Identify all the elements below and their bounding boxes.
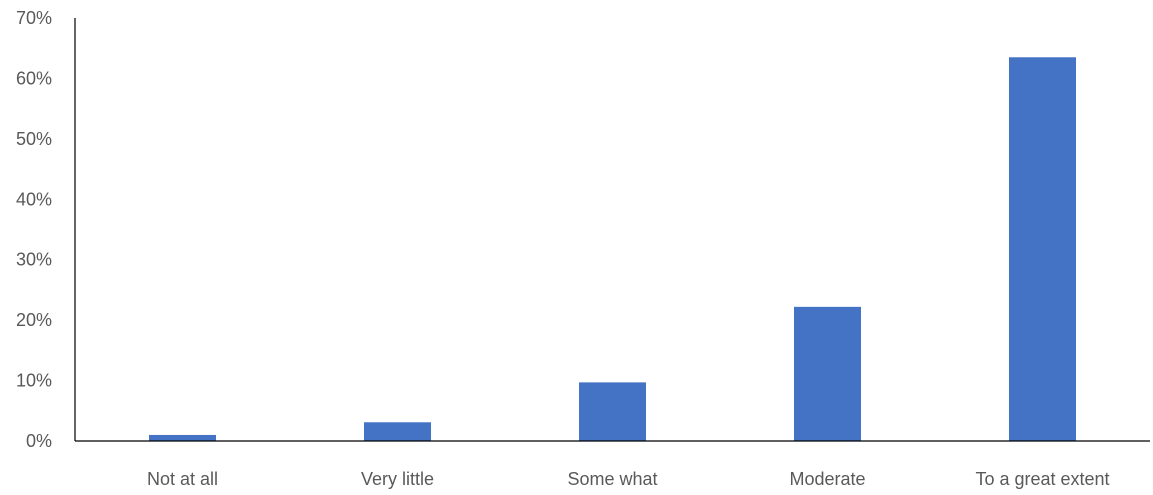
y-tick-label: 30% <box>16 250 52 270</box>
bar <box>579 382 646 441</box>
x-tick-label: Moderate <box>789 469 865 489</box>
y-tick-label: 50% <box>16 129 52 149</box>
x-tick-label: Some what <box>567 469 657 489</box>
y-tick-label: 60% <box>16 68 52 88</box>
bar <box>149 434 216 441</box>
bar <box>794 306 861 441</box>
y-tick-label: 70% <box>16 8 52 28</box>
x-tick-label: Very little <box>361 469 434 489</box>
x-tick-label: To a great extent <box>975 469 1109 489</box>
bars-group <box>149 57 1076 442</box>
x-tick-label: Not at all <box>147 469 218 489</box>
bar <box>1009 57 1076 442</box>
y-tick-label: 0% <box>26 431 52 451</box>
bar <box>364 422 431 441</box>
y-tick-label: 10% <box>16 371 52 391</box>
y-tick-label: 20% <box>16 310 52 330</box>
y-axis-ticks: 0% 10% 20% 30% 40% 50% 60% 70% <box>16 8 52 451</box>
x-axis-ticks: Not at all Very little Some what Moderate To… <box>147 469 1110 489</box>
y-tick-label: 40% <box>16 189 52 209</box>
